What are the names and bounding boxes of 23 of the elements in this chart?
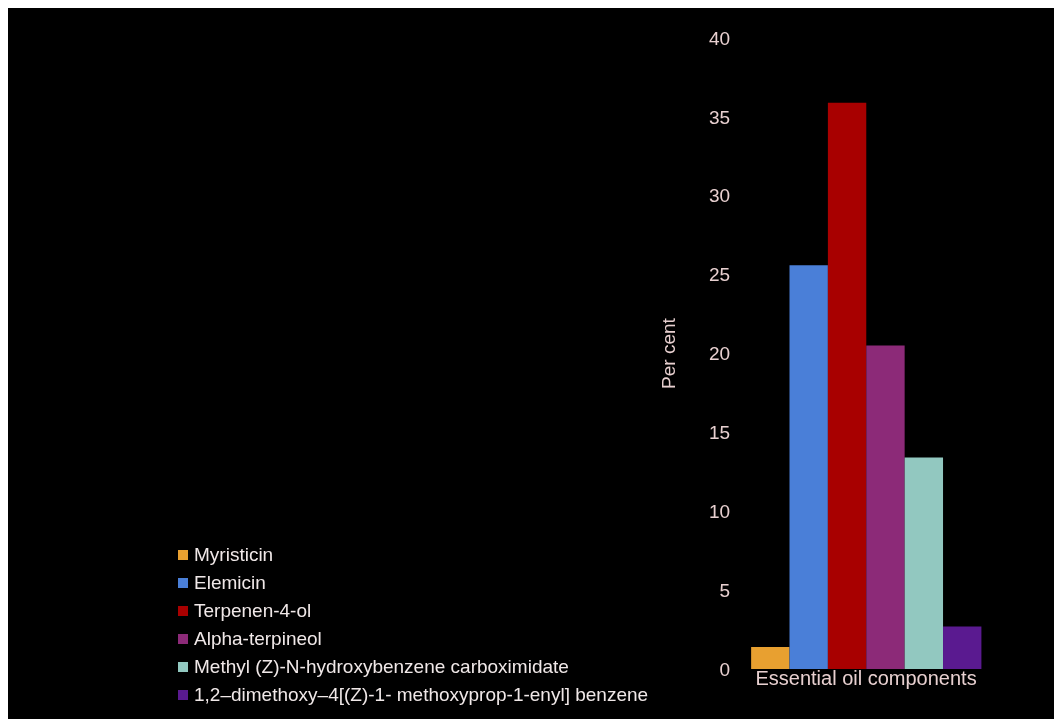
y-tick-label: 20 — [708, 343, 731, 365]
bar — [789, 265, 828, 669]
y-tick-label: 25 — [708, 264, 731, 286]
y-tick-label: 35 — [708, 106, 731, 128]
bar — [904, 457, 944, 669]
bar — [943, 626, 982, 669]
bar — [827, 102, 867, 669]
y-tick-label: 0 — [719, 658, 731, 680]
y-axis-title: Per cent — [657, 317, 679, 389]
y-tick-label: 40 — [708, 27, 731, 49]
legend-label: 1,2–dimethoxy–4[(Z)-1- methoxyprop-1-enyl] benzene — [194, 683, 649, 707]
y-tick-label: 15 — [708, 422, 731, 444]
bar — [751, 646, 790, 669]
y-tick-label: 10 — [708, 500, 731, 522]
legend-label: Terpenen-4-ol — [194, 599, 312, 623]
legend-label: Methyl (Z)-N-hydroxybenzene carboximidate — [194, 655, 569, 679]
legend-label: Elemicin — [194, 571, 266, 595]
legend-label: Alpha-terpineol — [194, 627, 322, 651]
y-tick-label: 5 — [719, 579, 731, 601]
x-axis-title: Essential oil components — [755, 667, 977, 690]
bar — [866, 345, 905, 669]
legend-label: Myristicin — [194, 543, 274, 567]
y-tick-label: 30 — [708, 185, 731, 207]
